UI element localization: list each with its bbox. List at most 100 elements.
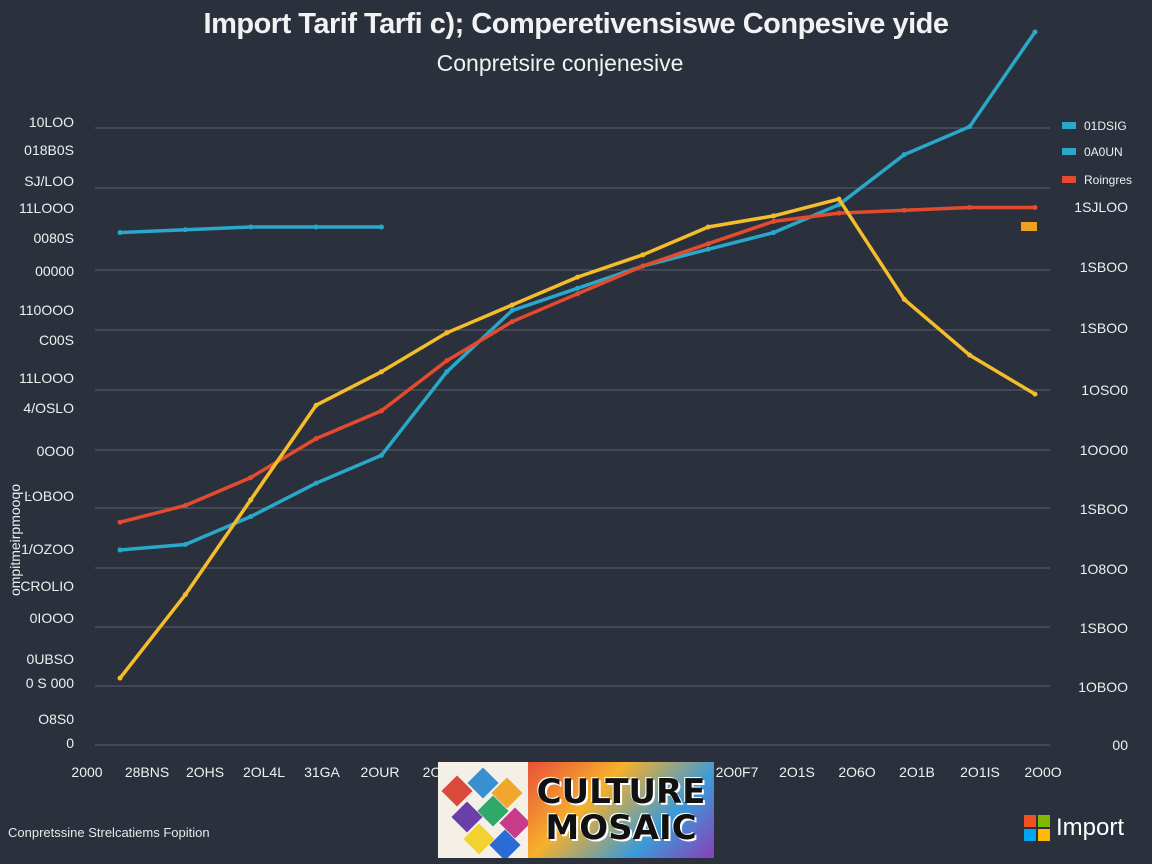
data-point-3-6 [509, 302, 515, 308]
y-tick-left-8: 11LOOO [19, 370, 74, 386]
x-tick-13: 2O1B [899, 764, 935, 780]
y-tick-right-0: 1SJLOO [1074, 199, 1128, 215]
data-point-3-12 [901, 296, 907, 302]
mosaic-word-1: CULTURE [536, 772, 706, 812]
data-point-2-7 [575, 291, 580, 297]
data-point-2-13 [967, 204, 973, 210]
data-point-3-3 [313, 402, 319, 408]
data-point-0-4 [378, 224, 384, 230]
x-tick-0: 2000 [71, 764, 102, 780]
data-point-1-0 [117, 547, 123, 553]
chart-subtitle: Conpretsire conjenesive [436, 50, 684, 76]
y-tick-right-6: 1O8OO [1080, 561, 1128, 577]
data-point-3-0 [117, 675, 123, 681]
brand-text: Import [1056, 814, 1125, 841]
series-line-3 [118, 197, 1037, 680]
chart-title: Import Tarif Tarfi c); Comperetivensiswe… [203, 8, 949, 40]
y-tick-left-17: O8S0 [38, 711, 74, 727]
data-point-0-1 [182, 227, 188, 233]
y-tick-left-13: CROLIO [20, 578, 74, 594]
data-point-1-14 [1032, 29, 1038, 35]
data-point-1-3 [313, 480, 319, 486]
x-tick-5: 2OUR [361, 764, 400, 780]
culture-mosaic-image: CULTURE MOSAIC [438, 762, 714, 858]
data-point-2-2 [248, 475, 254, 481]
data-point-2-5 [444, 358, 450, 364]
data-point-3-2 [248, 497, 254, 503]
y-tick-left-0: 10LOO [29, 114, 74, 130]
data-point-0-3 [313, 224, 319, 230]
legend-label-1: 0A0UN [1084, 145, 1123, 159]
y-tick-left-12: 1/OZOO [21, 541, 74, 557]
legend-swatch-1 [1062, 148, 1076, 155]
data-point-1-5 [444, 369, 450, 375]
y-tick-left-5: 00000 [35, 263, 74, 279]
y-tick-left-2: SJ/LOO [24, 173, 74, 189]
data-point-1-6 [509, 308, 515, 314]
data-point-3-8 [640, 252, 646, 258]
data-point-1-13 [967, 124, 973, 130]
data-point-3-9 [705, 224, 711, 230]
data-point-1-2 [248, 514, 254, 520]
mosaic-tiles-graphic [438, 762, 528, 858]
data-point-2-0 [117, 519, 123, 525]
y-tick-left-14: 0IOOO [30, 610, 74, 626]
series-line-2 [118, 205, 1037, 524]
y-tick-left-6: 110OOO [19, 302, 74, 318]
data-point-2-12 [901, 207, 907, 213]
data-point-3-13 [967, 352, 973, 358]
y-tick-right-9: 00 [1112, 737, 1128, 753]
data-point-2-3 [313, 436, 319, 442]
data-point-2-9 [705, 241, 711, 247]
y-tick-left-3: 11LOOO [19, 200, 74, 216]
data-point-1-4 [378, 452, 384, 458]
chart-caption: Conpretssine Strelcatiems Fopition [8, 825, 210, 840]
data-point-1-10 [771, 230, 777, 236]
mosaic-wordmark: CULTURE MOSAIC [528, 762, 714, 858]
data-point-0-2 [248, 224, 254, 230]
data-point-3-1 [182, 592, 188, 598]
data-point-2-1 [182, 502, 188, 508]
windows-logo-icon [1024, 815, 1050, 841]
data-point-3-7 [575, 274, 580, 280]
legend-swatch-2 [1062, 176, 1076, 183]
data-point-1-7 [575, 285, 580, 291]
y-axis-label: ompitmeirpmooqo [7, 484, 23, 596]
brand-mark: Import [1024, 814, 1124, 842]
legend-swatch-0 [1062, 122, 1076, 129]
y-tick-right-8: 1OBOO [1078, 679, 1128, 695]
y-tick-right-1: 1SBOO [1080, 259, 1128, 275]
y-tick-left-9: 4/OSLO [23, 400, 74, 416]
legend-label-2: Roingres [1084, 173, 1132, 187]
x-tick-2: 2OHS [186, 764, 224, 780]
data-point-3-10 [771, 213, 777, 219]
x-tick-6: 2O [423, 764, 442, 780]
mosaic-word-2: MOSAIC [545, 808, 697, 848]
y-tick-left-7: C00S [39, 332, 74, 348]
data-point-2-11 [836, 210, 842, 216]
x-tick-11: 2O1S [779, 764, 815, 780]
y-tick-right-5: 1SBOO [1080, 501, 1128, 517]
legend-label-0: 01DSIG [1084, 119, 1127, 133]
x-tick-1: 28BNS [125, 764, 169, 780]
data-point-2-10 [771, 218, 777, 224]
data-point-0-0 [117, 230, 123, 236]
y-tick-left-18: 0 [66, 735, 74, 751]
data-point-1-9 [705, 246, 711, 252]
x-tick-3: 2OL4L [243, 764, 285, 780]
y-tick-left-4: 0080S [34, 230, 74, 246]
x-tick-12: 2O6O [838, 764, 875, 780]
data-point-3-5 [444, 330, 450, 336]
data-point-1-1 [182, 541, 188, 547]
data-point-2-14 [1032, 204, 1038, 210]
y-tick-left-10: 0OO0 [37, 443, 75, 459]
data-point-1-12 [901, 152, 907, 158]
y-tick-left-16: 0 S 000 [26, 675, 74, 691]
x-tick-14: 2O1IS [960, 764, 1000, 780]
legend-swatch-3 [1021, 222, 1037, 231]
y-tick-right-4: 1OOO0 [1080, 442, 1128, 458]
y-tick-left-1: 018B0S [24, 142, 74, 158]
data-point-3-11 [836, 196, 842, 202]
y-tick-right-7: 1SBOO [1080, 620, 1128, 636]
